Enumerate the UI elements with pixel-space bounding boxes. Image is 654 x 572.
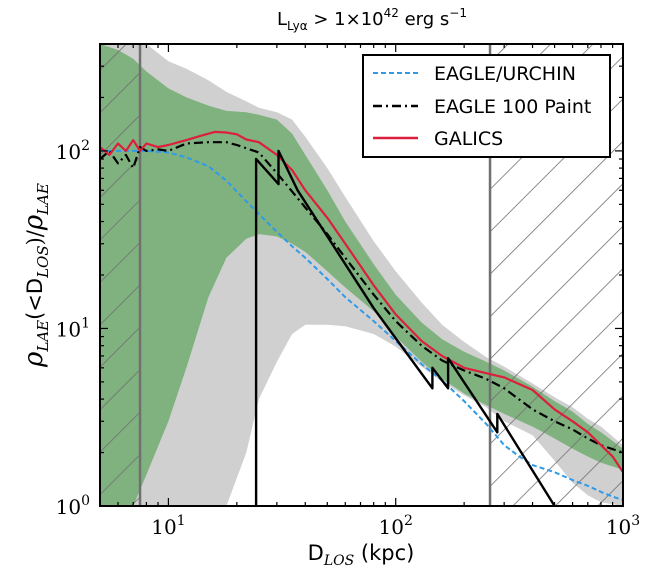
legend-label-galics: GALICS	[434, 128, 503, 150]
y-axis-label: ρLAE(<DLOS)/ρLAE	[19, 183, 52, 368]
x-tick-label: 102	[379, 513, 413, 539]
y-tick-label: 100	[56, 493, 90, 519]
plot-area	[100, 44, 623, 506]
chart-title: LLyα > 1×1042 erg s−1	[277, 6, 467, 33]
legend-box	[362, 54, 611, 158]
legend-label-urchin: EAGLE/URCHIN	[434, 63, 576, 85]
ticks-layer: 101 102 103 100 101 102	[56, 43, 640, 539]
x-tick-label: 101	[151, 513, 185, 539]
legend-label-paint: EAGLE 100 Paint	[434, 96, 591, 118]
hatched-region-0	[100, 44, 141, 506]
y-tick-label: 101	[56, 315, 90, 341]
series-line-urchin	[100, 149, 623, 502]
series-line-galics	[100, 130, 623, 473]
lines-layer	[100, 130, 623, 506]
series-line-paint	[100, 141, 623, 454]
y-tick-label: 102	[56, 138, 90, 164]
series-line-black-solid	[254, 149, 556, 506]
x-axis-label: DLOS (kpc)	[308, 541, 415, 569]
x-tick-label: 103	[606, 513, 640, 539]
legend: EAGLE/URCHIN EAGLE 100 Paint GALICS	[362, 54, 611, 158]
